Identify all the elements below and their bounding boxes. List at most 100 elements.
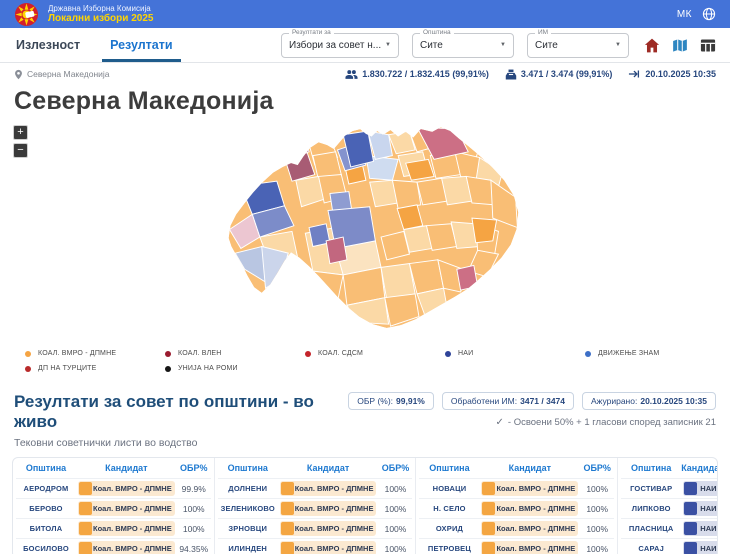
legend-item: КОАЛ. СДСМ [305,350,445,357]
party-chip: НАИ [683,541,717,554]
table-icon[interactable] [700,38,716,53]
select-label: ИМ [535,28,552,36]
obr-percent: 100% [586,523,609,534]
legend-color-dot [165,365,171,372]
party-color-square [79,522,92,535]
results-table: Општина Кандидат ОБР% АЕРОДРОМ Коал. ВМР… [12,457,718,554]
results-subtitle: Тековни советнички листи во водство [14,437,198,449]
party-name: Коал. ВМРО - ДПМНЕ [93,504,172,513]
select-value: Избори за совет н... [289,39,382,51]
results-title: Резултати за совет по општини - во живо [14,392,314,431]
select-value: Сите [420,39,443,51]
municipality-regions[interactable] [228,127,519,328]
language-selector[interactable]: МК [676,8,692,20]
results-table-group: Општина Кандидат ОБР% ГОСТИВАР НАИ 100% … [617,458,717,554]
party-chip: НАИ [683,501,717,516]
table-header-row: Општина Кандидат ОБР% [621,458,717,478]
table-row[interactable]: САРАЈ НАИ 100% [621,538,717,554]
badge-value: 20.10.2025 10:35 [640,396,707,406]
event-name: Локални избори 2025 [48,12,154,24]
top-bar: Државна Изборна Комисија Локални избори … [0,0,730,28]
party-color-square [79,542,92,554]
table-row[interactable]: Н. СЕЛО Коал. ВМРО - ДПМНЕ 100% [419,498,615,518]
legend-color-dot [585,350,591,357]
party-chip: НАИ [683,521,717,536]
municipality-name: ГОСТИВАР [630,484,673,493]
municipality-name: ПЛАСНИЦА [628,524,674,533]
globe-icon[interactable] [702,7,716,21]
party-color-square [79,482,92,495]
map-zoom-controls: + − [13,125,28,158]
party-color-square [482,502,496,515]
party-chip: Коал. ВМРО - ДПМНЕ [481,541,579,554]
obr-percent: 94.35% [179,543,209,554]
results-badges: ОБР (%): 99,91% Обработени ИМ: 3471 / 3474 А… [348,392,716,410]
table-row[interactable]: ПЕТРОВЕЦ Коал. ВМРО - ДПМНЕ 100% [419,538,615,554]
table-row[interactable]: ЗЕЛЕНИКОВО Коал. ВМРО - ДПМНЕ 100% [217,498,413,518]
breadcrumb[interactable]: Северна Македонија [14,69,110,80]
party-chip: Коал. ВМРО - ДПМНЕ [78,541,175,554]
tab-turnout[interactable]: Излезност [16,38,81,52]
party-name: Коал. ВМРО - ДПМНЕ [496,504,576,513]
filter-select[interactable]: Резултати за Избори за совет н... ▼ [281,28,399,58]
table-row[interactable]: БИТОЛА Коал. ВМРО - ДПМНЕ 100% [16,518,211,538]
obr-percent: 100% [586,543,609,554]
table-row[interactable]: ГОСТИВАР НАИ 100% [621,478,717,498]
badge-value: 3471 / 3474 [520,396,566,406]
legend-color-dot [25,365,31,372]
party-chip: Коал. ВМРО - ДПМНЕ [78,481,175,496]
macedonia-choropleth-map[interactable] [203,122,525,336]
obr-percent: 100% [182,523,205,534]
municipality-name: НОВАЦИ [432,484,467,493]
party-name: Коал. ВМРО - ДПМНЕ [93,524,172,533]
party-chip: Коал. ВМРО - ДПМНЕ [279,481,377,496]
stations-stat: 3.471 / 3.474 (99,91%) [505,69,613,80]
legend-color-dot [445,350,451,357]
table-row[interactable]: БОСИЛОВО Коал. ВМРО - ДПМНЕ 94.35% [16,538,211,554]
party-chip: Коал. ВМРО - ДПМНЕ [481,521,579,536]
column-header-obr: ОБР% [179,463,208,473]
zoom-out-button[interactable]: − [13,143,28,158]
table-row[interactable]: ПЛАСНИЦА НАИ 100% [621,518,717,538]
party-chip: Коал. ВМРО - ДПМНЕ [78,521,175,536]
table-row[interactable]: ИЛИНДЕН Коал. ВМРО - ДПМНЕ 100% [217,538,413,554]
legend-label: ДП НА ТУРЦИТЕ [38,365,97,372]
party-chip: Коал. ВМРО - ДПМНЕ [279,541,377,554]
table-row[interactable]: ЗРНОВЦИ Коал. ВМРО - ДПМНЕ 100% [217,518,413,538]
obr-percent: 100% [384,503,407,514]
legend-label: КОАЛ. ВЛЕН [178,350,222,357]
voters-icon [345,69,358,79]
municipality-name: БОСИЛОВО [23,544,69,553]
municipality-name: БЕРОВО [29,504,63,513]
table-row[interactable]: АЕРОДРОМ Коал. ВМРО - ДПМНЕ 99.9% [16,478,211,498]
select-label: Резултати за [289,28,334,36]
status-badge: Ажурирано: 20.10.2025 10:35 [582,392,716,410]
tab-results[interactable]: Резултати [102,28,181,62]
filter-select[interactable]: Општина Сите ▼ [412,28,514,58]
home-icon[interactable] [644,38,660,53]
chevron-down-icon: ▼ [385,42,391,48]
obr-percent: 100% [384,543,407,554]
filter-select[interactable]: ИМ Сите ▼ [527,28,629,58]
party-chip: Коал. ВМРО - ДПМНЕ [481,481,579,496]
stations-value: 3.471 / 3.474 (99,91%) [520,69,613,79]
municipality-name: ЗРНОВЦИ [228,524,268,533]
obr-percent: 99.9% [181,483,206,494]
voters-stat: 1.830.722 / 1.832.415 (99,91%) [345,69,489,80]
party-name: Коал. ВМРО - ДПМНЕ [496,544,576,553]
municipality-name: ПЕТРОВЕЦ [427,544,472,553]
table-row[interactable]: ОХРИД Коал. ВМРО - ДПМНЕ 100% [419,518,615,538]
party-name: Коал. ВМРО - ДПМНЕ [93,544,172,553]
results-table-group: Општина Кандидат ОБР% НОВАЦИ Коал. ВМРО … [415,458,617,554]
municipality-name: САРАЈ [638,544,664,553]
map-icon[interactable] [672,38,688,53]
badge-label: Обработени ИМ: [450,396,518,406]
map-section: + − [0,120,730,344]
table-row[interactable]: ДОЛНЕНИ Коал. ВМРО - ДПМНЕ 100% [217,478,413,498]
table-row[interactable]: БЕРОВО Коал. ВМРО - ДПМНЕ 100% [16,498,211,518]
legend-label: ДВИЖЕЊЕ ЗНАМ [598,350,660,357]
party-name: НАИ [700,484,717,493]
table-row[interactable]: ЛИПКОВО НАИ 100% [621,498,717,518]
zoom-in-button[interactable]: + [13,125,28,140]
table-row[interactable]: НОВАЦИ Коал. ВМРО - ДПМНЕ 100% [419,478,615,498]
